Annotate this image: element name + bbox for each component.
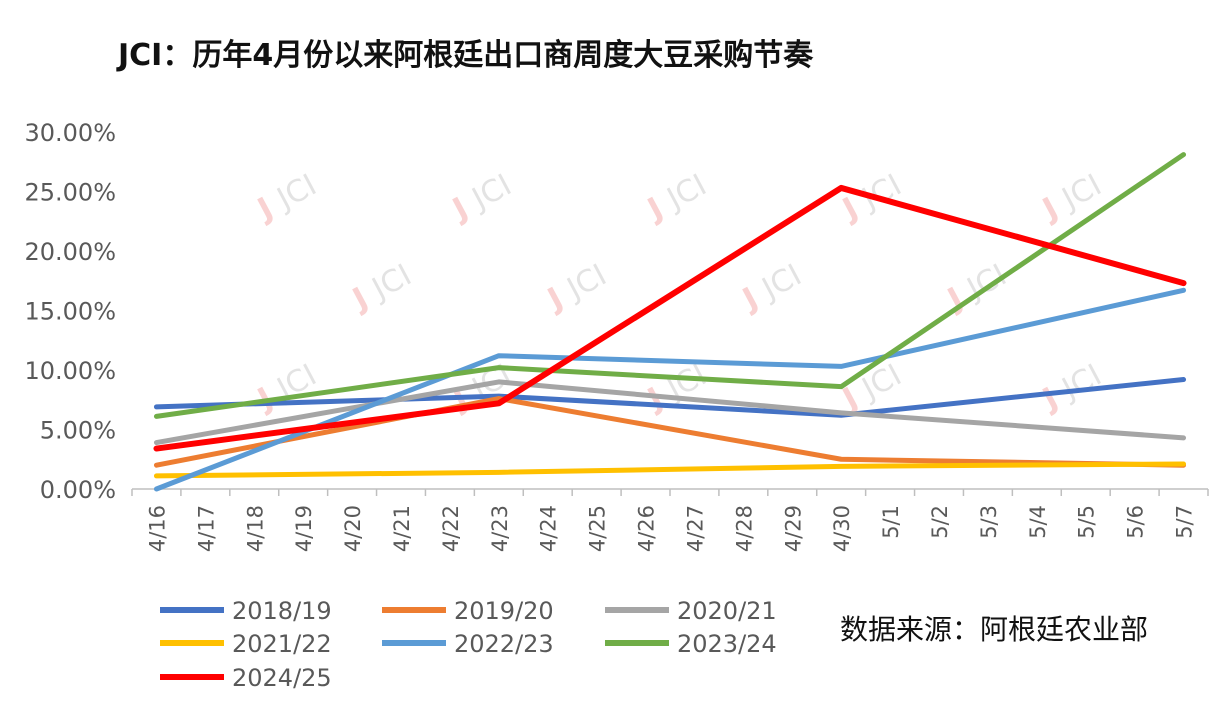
watermark-text: JCI (560, 258, 612, 308)
series-line-2023-24 (153, 152, 1187, 419)
y-tick-label: 0.00% (40, 476, 116, 504)
x-tick-label: 4/22 (439, 505, 463, 552)
x-tick-label: 4/27 (683, 505, 707, 552)
watermark-text: JCI (660, 168, 712, 218)
x-tick-label: 4/20 (341, 505, 365, 552)
x-tick-label: 4/16 (145, 505, 169, 552)
legend-label: 2020/21 (677, 597, 777, 625)
legend-label: 2024/25 (232, 664, 332, 692)
x-tick-label: 5/3 (977, 505, 1001, 539)
series-line-2018-19 (153, 377, 1187, 418)
x-tick-label: 4/28 (732, 505, 756, 552)
x-tick-label: 4/24 (537, 505, 561, 552)
y-tick-label: 15.00% (24, 298, 116, 326)
legend-item: 2022/23 (382, 630, 554, 658)
x-tick-label: 5/6 (1124, 505, 1148, 539)
chart-title: JCI：历年4月份以来阿根廷出口商周度大豆采购节奏 (118, 38, 814, 73)
y-tick-label: 30.00% (24, 119, 116, 147)
legend-item: 2024/25 (160, 664, 332, 692)
watermark-text: JCI (755, 258, 807, 308)
watermark-logo-j: J (641, 381, 669, 418)
series-line-2022-23 (153, 287, 1187, 492)
x-tick-label: 5/7 (1173, 505, 1197, 539)
legend-item: 2019/20 (382, 597, 554, 625)
x-tick-label: 4/17 (194, 505, 218, 552)
watermark-logo-j: J (836, 191, 864, 228)
watermark-text: JCI (365, 258, 417, 308)
series-line-2021-22 (153, 461, 1187, 479)
x-tick-label: 5/5 (1075, 505, 1099, 539)
x-tick-label: 4/19 (292, 505, 316, 552)
legend-label: 2021/22 (232, 630, 332, 658)
y-tick-label: 5.00% (40, 417, 116, 445)
legend-label: 2018/19 (232, 597, 332, 625)
watermark-text: JCI (1055, 358, 1107, 408)
x-tick-label: 4/21 (390, 505, 414, 552)
series-layer (153, 152, 1187, 492)
watermark-text: JCI (270, 168, 322, 218)
series-line-2019-20 (153, 396, 1187, 468)
legend-item: 2021/22 (160, 630, 332, 658)
watermark-logo-j: J (641, 191, 669, 228)
legend-item: 2023/24 (605, 630, 777, 658)
x-tick-label: 4/30 (830, 505, 854, 552)
legend-item: 2020/21 (605, 597, 777, 625)
legend: 2018/19 2019/20 2020/21 2021/22 2022/23 2023/… (160, 597, 777, 692)
x-tick-label: 5/1 (879, 505, 903, 539)
x-tick-label: 4/23 (488, 505, 512, 552)
y-tick-label: 25.00% (24, 179, 116, 207)
watermark-text: JCI (465, 168, 517, 218)
x-tick-label: 4/29 (781, 505, 805, 552)
legend-label: 2022/23 (454, 630, 554, 658)
x-tick-label: 5/2 (928, 505, 952, 539)
watermark-logo-j: J (541, 281, 569, 318)
watermark-logo-j: J (1036, 381, 1064, 418)
data-source-note: 数据来源：阿根廷农业部 (840, 613, 1149, 646)
legend-label: 2019/20 (454, 597, 554, 625)
legend-item: 2018/19 (160, 597, 332, 625)
x-tick-label: 4/25 (586, 505, 610, 552)
x-tick-label: 4/26 (635, 505, 659, 552)
x-tick-label: 5/4 (1026, 505, 1050, 539)
watermark-text: JCI (855, 358, 907, 408)
series-line-2020-21 (153, 379, 1187, 446)
watermark-logo-j: J (736, 281, 764, 318)
watermark-logo-j: J (446, 191, 474, 228)
x-tick-label: 4/18 (243, 505, 267, 552)
y-tick-label: 20.00% (24, 238, 116, 266)
y-tick-label: 10.00% (24, 357, 116, 385)
watermark-logo-j: J (1036, 191, 1064, 228)
legend-label: 2023/24 (677, 630, 777, 658)
watermark-logo-j: J (251, 191, 279, 228)
watermark-logo-j: J (346, 281, 374, 318)
axes-layer: 4/16 4/17 4/18 4/19 4/20 4/21 4/22 4/23 4/24 4/25… (24, 119, 1209, 552)
series-line-2024-25 (153, 184, 1187, 452)
